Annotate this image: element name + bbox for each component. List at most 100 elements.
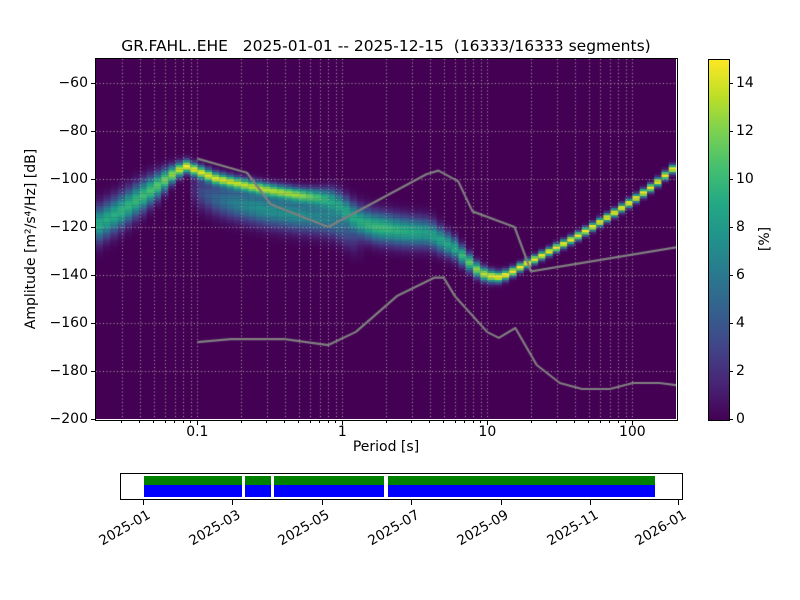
- timeline-coverage-segment-blue: [244, 485, 271, 497]
- timeline-tick-label: 2025-07: [365, 507, 422, 550]
- timeline-tick-label: 2025-03: [186, 507, 244, 550]
- colorbar-tick-label: 0: [736, 411, 745, 427]
- x-minor-tick-mark: [190, 420, 192, 423]
- x-minor-tick-mark: [609, 420, 611, 423]
- x-minor-tick-mark: [588, 420, 590, 423]
- timeline-tick-mark: [590, 499, 592, 505]
- colorbar-tick-mark: [729, 130, 733, 132]
- x-minor-tick-mark: [139, 420, 141, 423]
- x-minor-tick-mark: [284, 420, 286, 423]
- timeline-tick-label: 2026-01: [632, 507, 690, 550]
- y-tick-mark: [91, 178, 96, 180]
- x-minor-tick-mark: [480, 420, 482, 423]
- y-tick-mark: [91, 322, 96, 324]
- x-minor-tick-mark: [464, 420, 466, 423]
- timeline-tick-label: 2025-11: [544, 507, 601, 550]
- timeline-tick-label: 2025-05: [275, 507, 333, 550]
- y-tick-mark: [91, 130, 96, 132]
- colorbar-tick-label: 10: [736, 171, 754, 187]
- x-tick-mark: [196, 420, 198, 425]
- x-minor-tick-mark: [556, 420, 558, 423]
- timeline-coverage-segment-green: [244, 475, 271, 485]
- x-minor-tick-mark: [266, 420, 268, 423]
- x-minor-tick-mark: [385, 420, 387, 423]
- y-tick-mark: [91, 370, 96, 372]
- x-minor-tick-mark: [327, 420, 329, 423]
- x-tick-label: 100: [618, 424, 646, 440]
- x-minor-tick-mark: [454, 420, 456, 423]
- x-tick-label: 0.1: [186, 424, 209, 440]
- timeline-tick-label: 2025-01: [96, 507, 154, 550]
- x-minor-tick-mark: [625, 420, 627, 423]
- x-minor-tick-mark: [335, 420, 337, 423]
- x-minor-tick-mark: [319, 420, 321, 423]
- timeline-coverage-axis: [120, 473, 683, 500]
- colorbar-tick-label: 12: [736, 123, 754, 139]
- timeline-tick-mark: [678, 499, 680, 505]
- timeline-coverage-segment-green: [144, 475, 242, 485]
- timeline-coverage-segment-green: [273, 475, 385, 485]
- colorbar-tick-mark: [729, 226, 733, 228]
- x-tick-mark: [341, 420, 343, 425]
- x-minor-tick-mark: [617, 420, 619, 423]
- x-tick-label: 10: [478, 424, 497, 440]
- colorbar-tick-label: 4: [736, 315, 745, 331]
- x-minor-tick-mark: [530, 420, 532, 423]
- y-tick-mark: [91, 274, 96, 276]
- x-minor-tick-mark: [411, 420, 413, 423]
- x-minor-tick-mark: [443, 420, 445, 423]
- y-tick-label: −80: [58, 123, 88, 139]
- timeline-tick-mark: [411, 499, 413, 505]
- timeline-tick-mark: [232, 499, 234, 505]
- colorbar-tick-label: 2: [736, 363, 745, 379]
- timeline-coverage-segment-blue: [273, 485, 385, 497]
- colorbar-gradient: [708, 59, 730, 421]
- colorbar-tick-label: 8: [736, 219, 745, 235]
- x-tick-mark: [486, 420, 488, 425]
- x-tick-mark: [631, 420, 633, 425]
- colorbar-tick-mark: [729, 82, 733, 84]
- timeline-tick-label: 2025-09: [454, 507, 512, 550]
- colorbar-tick-mark: [729, 418, 733, 420]
- x-minor-tick-mark: [309, 420, 311, 423]
- x-minor-tick-mark: [164, 420, 166, 423]
- y-tick-label: −160: [49, 315, 88, 331]
- y-tick-label: −180: [49, 363, 88, 379]
- plot-title: GR.FAHL..EHE 2025-01-01 -- 2025-12-15 (1…: [121, 37, 651, 55]
- x-minor-tick-mark: [599, 420, 601, 423]
- colorbar-tick-mark: [729, 322, 733, 324]
- timeline-coverage-segment-blue: [144, 485, 242, 497]
- y-tick-label: −120: [49, 219, 88, 235]
- x-minor-tick-mark: [429, 420, 431, 423]
- x-minor-tick-mark: [174, 420, 176, 423]
- colorbar-tick-label: 14: [736, 75, 754, 91]
- x-minor-tick-mark: [472, 420, 474, 423]
- x-minor-tick-mark: [121, 420, 123, 423]
- y-tick-mark: [91, 226, 96, 228]
- timeline-tick-mark: [500, 499, 502, 505]
- x-axis-label: Period [s]: [352, 439, 420, 455]
- ppsd-heatmap-canvas: [96, 59, 676, 419]
- colorbar-tick-mark: [729, 274, 733, 276]
- timeline-tick-mark: [321, 499, 323, 505]
- x-minor-tick-mark: [240, 420, 242, 423]
- y-tick-label: −200: [49, 411, 88, 427]
- x-minor-tick-mark: [153, 420, 155, 423]
- colorbar-tick-mark: [729, 370, 733, 372]
- y-tick-label: −100: [49, 171, 88, 187]
- y-tick-mark: [91, 82, 96, 84]
- y-tick-mark: [91, 418, 96, 420]
- y-tick-label: −60: [58, 75, 88, 91]
- colorbar-tick-label: 6: [736, 267, 745, 283]
- x-minor-tick-mark: [182, 420, 184, 423]
- colorbar-tick-mark: [729, 178, 733, 180]
- timeline-coverage-segment-blue: [387, 485, 655, 497]
- y-tick-label: −140: [49, 267, 88, 283]
- x-minor-tick-mark: [574, 420, 576, 423]
- x-minor-tick-mark: [298, 420, 300, 423]
- colorbar-label: [%]: [757, 226, 773, 252]
- x-tick-label: 1: [337, 424, 347, 440]
- timeline-tick-mark: [142, 499, 144, 505]
- timeline-coverage-segment-green: [387, 475, 655, 485]
